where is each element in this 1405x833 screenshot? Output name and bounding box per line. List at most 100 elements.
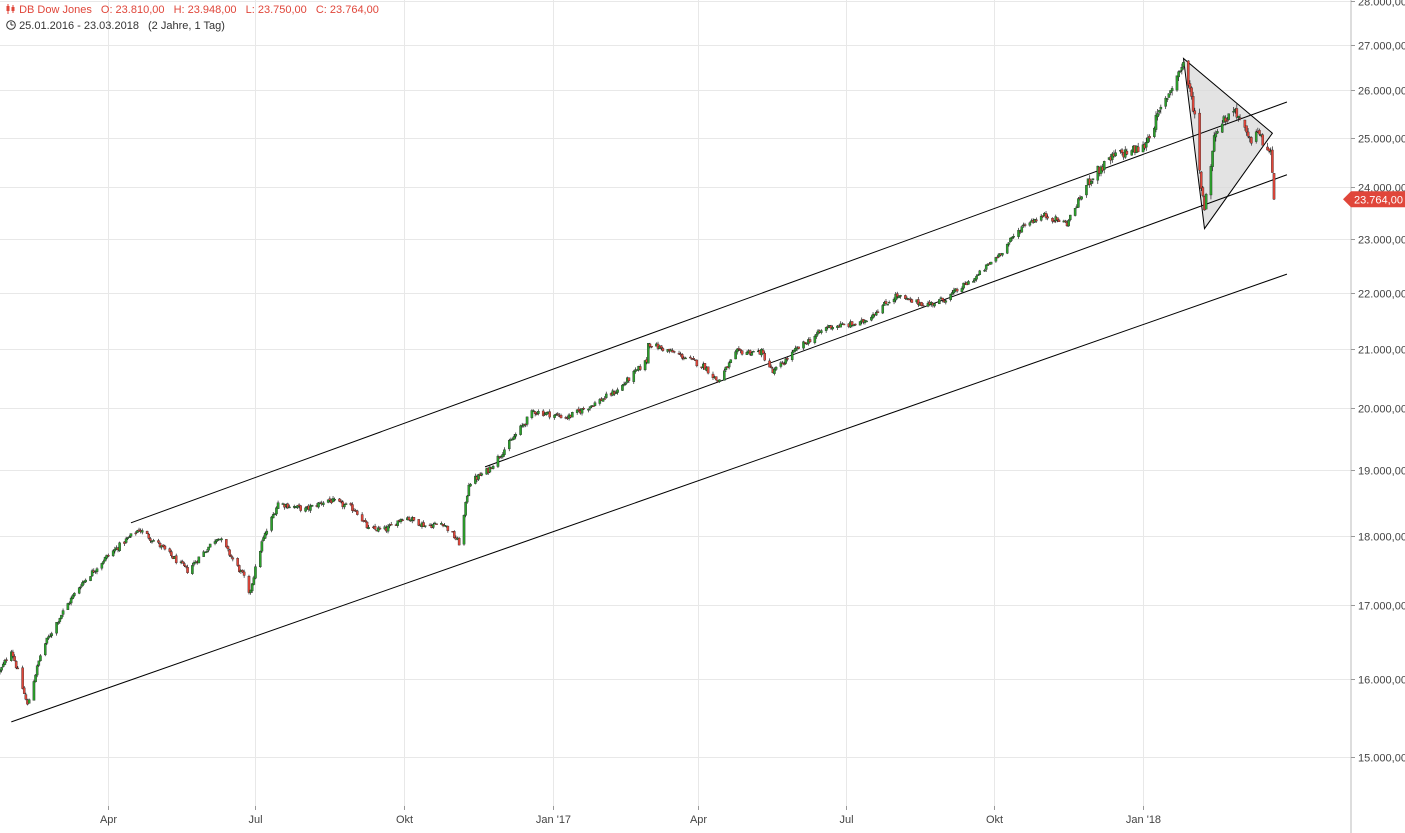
candle (170, 549, 173, 558)
candle-body (299, 505, 302, 511)
candle-body (1164, 97, 1167, 107)
candle-body (129, 533, 133, 537)
candle (580, 408, 584, 416)
candle-body (1090, 181, 1093, 184)
y-tick-label: 26.000,00 (1358, 86, 1405, 98)
candle-body (727, 362, 731, 368)
candle (1224, 115, 1227, 126)
candle-body (150, 540, 154, 543)
candle-body (541, 410, 545, 416)
candle-body (711, 373, 715, 379)
candle (1077, 197, 1080, 208)
candle (236, 557, 239, 567)
candle (842, 323, 846, 326)
candle (592, 405, 595, 407)
candle (575, 409, 579, 415)
candle-body (976, 274, 980, 276)
candle (1046, 214, 1049, 221)
candle (1187, 60, 1190, 88)
candle-body (5, 659, 8, 661)
x-tick-label: Apr (690, 814, 707, 826)
candle (373, 523, 377, 531)
candle (183, 561, 186, 568)
candle-body (718, 379, 721, 382)
candle-body (367, 527, 370, 529)
candle (519, 424, 522, 436)
candle (1020, 225, 1024, 233)
candle-body (275, 507, 278, 515)
candle (1085, 185, 1088, 198)
candle-body (401, 519, 404, 521)
candle (638, 364, 642, 371)
candle (588, 406, 592, 411)
candle (250, 583, 254, 593)
candle-body (571, 412, 574, 418)
candle-body (975, 275, 978, 280)
candle (962, 282, 965, 290)
candle (105, 554, 108, 560)
candle-body (896, 293, 899, 298)
candle (339, 499, 343, 504)
candle-body (118, 542, 121, 552)
candle (525, 416, 529, 427)
candle-body (1052, 220, 1056, 222)
candle (899, 294, 902, 299)
candle-body (66, 603, 70, 610)
candle (480, 472, 484, 477)
candle (601, 398, 605, 402)
candle (972, 279, 975, 283)
candle (996, 254, 999, 259)
candle-body (724, 366, 728, 371)
candle (1238, 114, 1242, 121)
candle (737, 346, 741, 351)
y-tick-label: 19.000,00 (1358, 466, 1405, 478)
candle (784, 357, 788, 365)
candle-body (1125, 150, 1129, 155)
candle (1261, 133, 1264, 146)
candle (955, 287, 959, 293)
candle-body (184, 565, 188, 568)
candle-body (1232, 111, 1235, 113)
candle-body (1046, 216, 1049, 219)
candle-body (989, 261, 993, 265)
candle-body (446, 525, 450, 531)
candle-body (614, 392, 618, 394)
candle-body (1080, 196, 1083, 200)
last-price-label: 23.764,00 (1354, 194, 1403, 206)
candle (627, 377, 631, 384)
candle (508, 438, 511, 452)
candle-body (768, 360, 771, 368)
candle-body (950, 292, 954, 295)
candle-body (417, 519, 421, 526)
candle (276, 500, 280, 509)
candle (90, 568, 94, 577)
candle-body (328, 498, 332, 501)
candle-body (750, 352, 754, 356)
candle (338, 497, 341, 503)
candle (446, 525, 450, 533)
candle-body (632, 371, 636, 382)
candle (677, 350, 681, 355)
candle-body (474, 475, 477, 484)
y-tick-label: 22.000,00 (1358, 289, 1405, 301)
candle (77, 587, 81, 595)
candle-body (952, 289, 956, 294)
candle (774, 366, 778, 371)
candle (896, 291, 899, 300)
candle (960, 286, 964, 293)
x-tick-label: Okt (396, 814, 413, 826)
candle (1212, 131, 1216, 153)
candle (271, 511, 275, 519)
candle (503, 447, 506, 457)
candle (367, 525, 370, 530)
candle-body (839, 323, 842, 328)
candle (21, 665, 24, 690)
candle-body (225, 539, 228, 548)
candle-body (183, 563, 186, 566)
candle-body (797, 346, 800, 349)
candle-body (252, 577, 256, 585)
candle (440, 521, 443, 525)
candle (469, 482, 472, 487)
candle (949, 293, 952, 302)
